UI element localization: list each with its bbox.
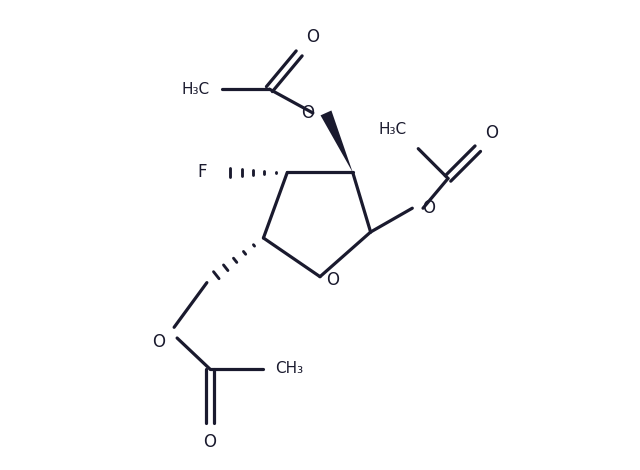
Text: CH₃: CH₃ [275,361,303,376]
Text: O: O [485,124,498,141]
Text: O: O [422,199,435,217]
Text: O: O [326,271,340,289]
Text: H₃C: H₃C [378,122,406,137]
Text: O: O [152,333,165,351]
Polygon shape [321,110,353,172]
Text: O: O [301,104,314,122]
Text: O: O [204,433,216,451]
Text: O: O [307,28,319,46]
Text: H₃C: H₃C [182,82,210,97]
Text: F: F [197,164,207,181]
